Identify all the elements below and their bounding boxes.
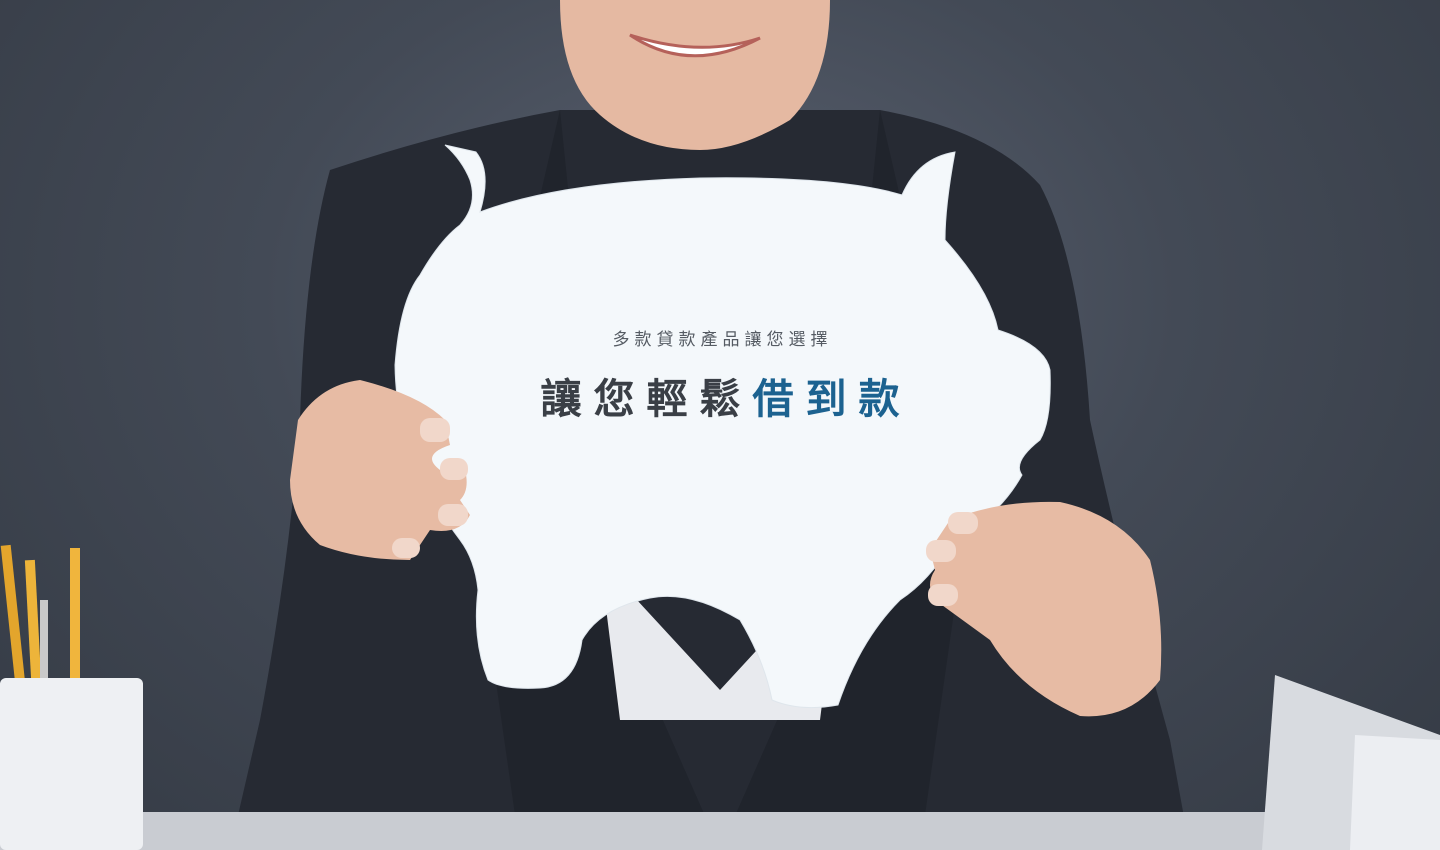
hero-title: 讓您輕鬆借到款 — [0, 371, 1440, 427]
hero-title-plain: 讓您輕鬆 — [540, 375, 753, 423]
hero-title-accent: 借到款 — [752, 375, 912, 423]
hand-left-graphic — [290, 380, 470, 560]
face-shape — [560, 0, 830, 150]
desk-surface — [0, 812, 1440, 850]
pencil-cup-graphic — [0, 544, 143, 850]
hand-right-graphic — [926, 501, 1162, 717]
smile-shape — [629, 33, 761, 58]
hero-subtitle: 多款貸款產品讓您選擇 — [612, 330, 833, 350]
binder-stack-graphic — [1262, 675, 1440, 850]
hero-text-block: 多款貸款產品讓您選擇 讓您輕鬆借到款 — [0, 324, 1440, 427]
